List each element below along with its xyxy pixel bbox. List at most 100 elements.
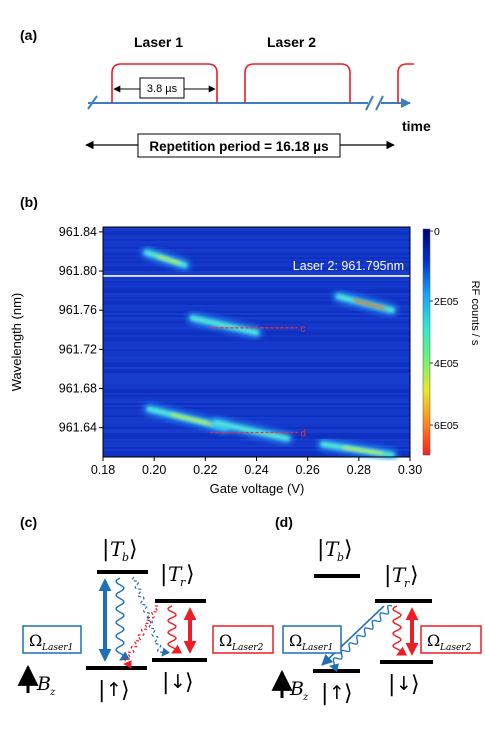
- svg-text:⟩: ⟩: [344, 537, 353, 562]
- state-down-d: | ↓ ⟩: [388, 672, 420, 697]
- omega-laser2-c: Ω: [219, 631, 232, 650]
- dashed-label-c: c: [300, 324, 305, 335]
- colorbar-label: RF counts / s: [469, 281, 481, 346]
- colorbar-ticks: 0 2E05 4E05 6E05: [430, 226, 459, 432]
- streak-core: [170, 413, 216, 426]
- time-axis-label: time: [402, 118, 431, 134]
- state-down-c: | ↓ ⟩: [162, 670, 194, 695]
- emission-streak: [187, 313, 262, 338]
- streak-core: [342, 446, 383, 455]
- axis-break-1: [365, 95, 374, 111]
- state-Tr-c: | T r ⟩: [160, 562, 195, 589]
- bz-sub-c: z: [49, 687, 56, 698]
- streak-mid: [213, 420, 290, 441]
- svg-text:T: T: [168, 562, 183, 586]
- colorbar-tick-label: 0: [434, 226, 440, 238]
- svg-text:r: r: [404, 577, 410, 590]
- emission-streak: [318, 439, 398, 461]
- x-axis-ticks: 0.18 0.20 0.22 0.24 0.26 0.28 0.30: [91, 457, 422, 477]
- svg-text:⟩: ⟩: [344, 681, 353, 706]
- omega-laser2-box-d: [420, 625, 482, 654]
- svg-text:↓: ↓: [170, 671, 186, 693]
- svg-text:|: |: [162, 670, 169, 695]
- panel-d: (d) | T b ⟩ | T r ⟩ | ↑ ⟩ | ↓ ⟩: [271, 514, 482, 706]
- colorbar: [422, 228, 431, 456]
- svg-text:T: T: [392, 563, 407, 587]
- emission-streak: [333, 291, 398, 316]
- svg-text:⟩: ⟩: [185, 670, 194, 695]
- bz-label-c: B: [36, 673, 51, 695]
- pulse-width-box: [139, 77, 185, 99]
- omega-laser1-c: Ω: [29, 631, 42, 650]
- svg-text:↑: ↑: [329, 682, 345, 704]
- y-tick-label: 961.84: [59, 225, 97, 239]
- svg-text:r: r: [180, 576, 186, 589]
- svg-text:T: T: [110, 537, 125, 561]
- bz-label-d: B: [289, 678, 304, 700]
- svg-text:|: |: [160, 562, 167, 587]
- blue-emission-d: [329, 604, 393, 673]
- panel-b-label: (b): [20, 194, 38, 210]
- red-emission-d: [392, 605, 408, 656]
- panel-c: (c) | T b ⟩ | T r ⟩ | ↑ ⟩ | ↓ ⟩: [17, 514, 274, 703]
- axis-start-tick: [87, 95, 98, 110]
- svg-text:↑: ↑: [106, 679, 122, 701]
- repetition-box: [137, 133, 341, 158]
- x-tick-label: 0.20: [142, 463, 166, 477]
- svg-text:⟩: ⟩: [410, 563, 419, 588]
- dashed-lines: cd: [210, 324, 306, 440]
- omega-laser1-box-d: [282, 625, 342, 654]
- streak-mid: [190, 315, 259, 336]
- red-dashed-diagonal-c: [123, 605, 159, 669]
- svg-text:⟩: ⟩: [411, 672, 420, 697]
- omega-laser2-sub-d: Laser2: [439, 643, 472, 653]
- svg-text:|: |: [388, 672, 395, 697]
- colorbar-tick-label: 4E05: [434, 358, 459, 370]
- x-tick-label: 0.24: [244, 463, 268, 477]
- laser2-pulse: [244, 63, 351, 103]
- emission-streak: [141, 247, 190, 271]
- blue-emission-c: [115, 577, 131, 661]
- state-up-d: | ↑ ⟩: [321, 681, 353, 706]
- panel-a-label: (a): [20, 27, 37, 43]
- svg-text:|: |: [98, 678, 105, 703]
- state-up-c: | ↑ ⟩: [98, 678, 130, 703]
- svg-text:|: |: [102, 537, 109, 562]
- svg-text:↓: ↓: [396, 673, 412, 695]
- omega-laser2-sub-c: Laser2: [231, 643, 264, 653]
- y-axis-ticks: 961.64 961.68 961.72 961.76 961.80 961.84: [59, 225, 103, 435]
- x-tick-label: 0.30: [398, 463, 422, 477]
- y-tick-label: 961.80: [59, 264, 97, 278]
- panel-a: (a) Laser 1 Laser 2 time 3.8 µs Repetiti…: [20, 27, 431, 158]
- svg-text:|: |: [384, 563, 391, 588]
- svg-text:⟩: ⟩: [121, 678, 130, 703]
- blue-dashed-diagonal-c: [131, 576, 171, 657]
- next-pulse: [397, 63, 414, 103]
- state-Tr-d: | T r ⟩: [384, 563, 419, 590]
- red-emission-c: [167, 605, 183, 654]
- x-tick-label: 0.22: [193, 463, 217, 477]
- omega-laser2-box-c: [212, 625, 274, 654]
- state-Tb-c: | T b ⟩: [102, 537, 138, 564]
- y-tick-label: 961.64: [59, 421, 97, 435]
- axis-break-2: [375, 95, 384, 111]
- colorbar-tick-label: 2E05: [434, 296, 459, 308]
- omega-laser2-d: Ω: [427, 631, 440, 650]
- laser1-label: Laser 1: [134, 34, 183, 50]
- bz-sub-d: z: [302, 692, 309, 703]
- laser2-annotation: Laser 2: 961.795nm: [293, 259, 404, 273]
- svg-text:T: T: [325, 537, 340, 561]
- omega-laser1-sub-d: Laser1: [301, 643, 333, 653]
- omega-laser1-d: Ω: [289, 631, 302, 650]
- pulse-width-label: 3.8 µs: [147, 83, 178, 95]
- panel-b: (b) Laser 2: 961.795nm cd 0.18 0.20 0.22 0.…: [9, 194, 481, 496]
- svg-text:⟩: ⟩: [186, 562, 195, 587]
- panel-d-label: (d): [275, 514, 293, 530]
- y-tick-label: 961.76: [59, 303, 97, 317]
- emission-streak: [210, 417, 293, 444]
- heatmap-streaks: [141, 247, 398, 461]
- omega-laser1-sub-c: Laser1: [41, 643, 73, 653]
- colorbar-tick-label: 6E05: [434, 420, 459, 432]
- streak-core: [156, 255, 181, 265]
